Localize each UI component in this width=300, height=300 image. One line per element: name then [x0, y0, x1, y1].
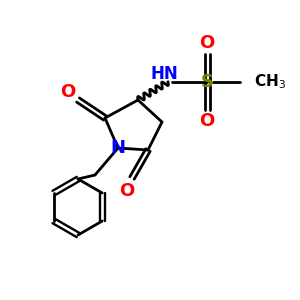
Text: O: O	[200, 112, 214, 130]
Text: HN: HN	[150, 65, 178, 83]
Text: S: S	[200, 73, 214, 91]
Text: CH$_3$: CH$_3$	[254, 73, 286, 91]
Text: N: N	[110, 139, 125, 157]
Text: O: O	[60, 83, 76, 101]
Text: O: O	[200, 34, 214, 52]
Text: O: O	[119, 182, 135, 200]
